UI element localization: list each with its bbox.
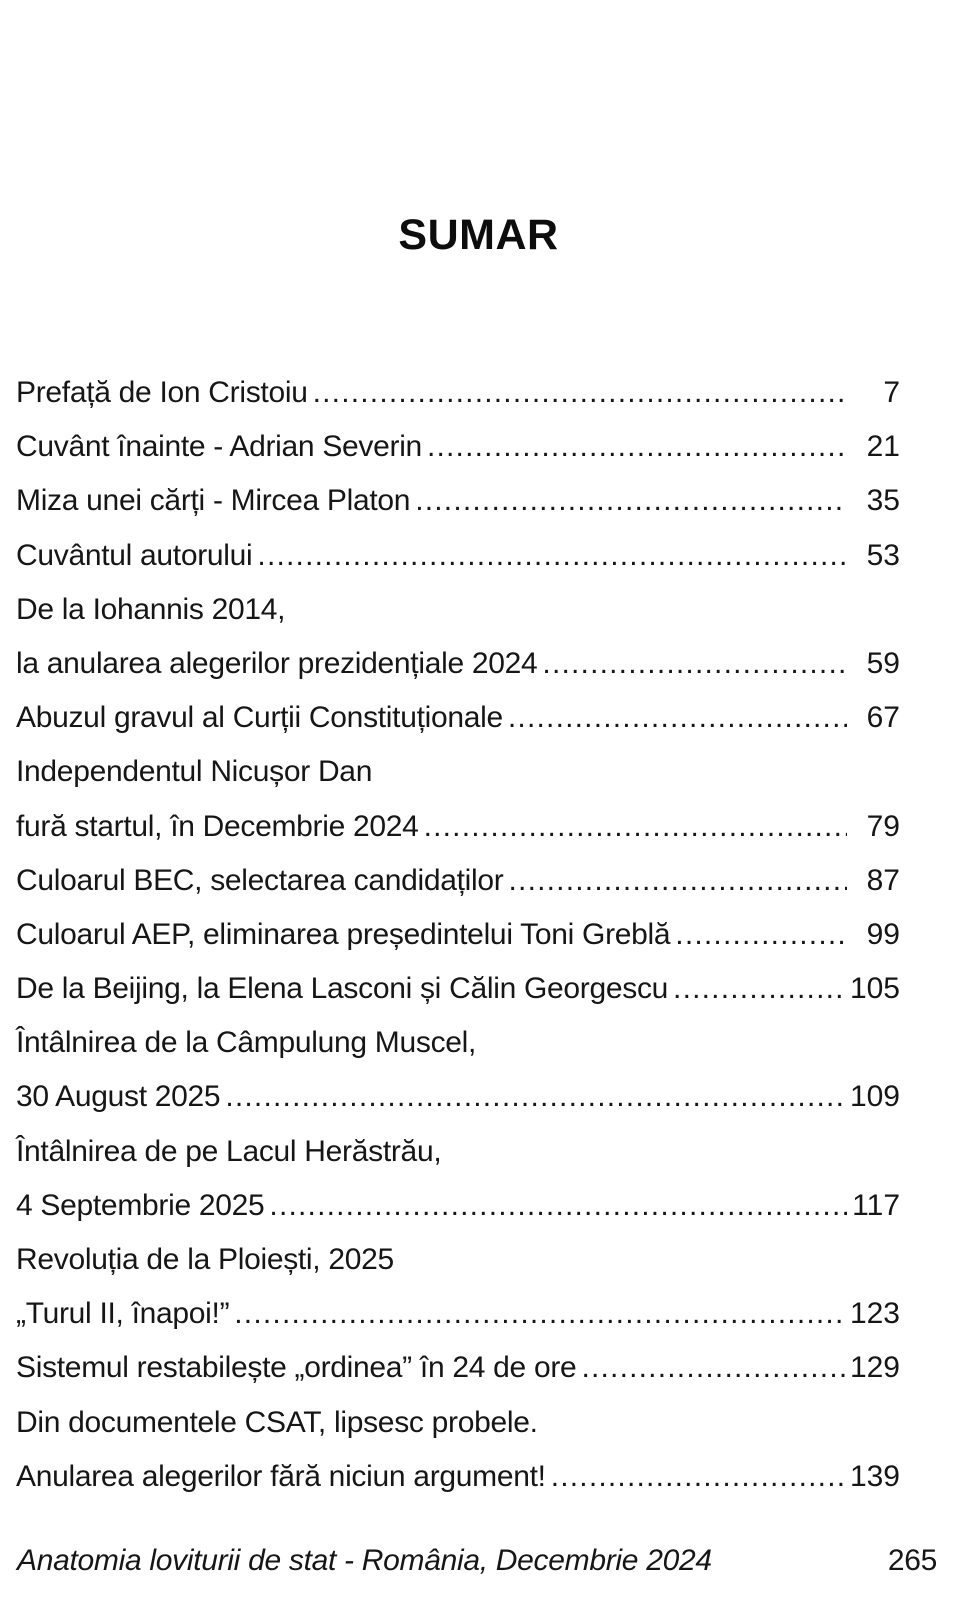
toc-entry: Întâlnirea de pe Lacul Herăstrău,	[16, 1125, 900, 1179]
toc-entry-title: Culoarul AEP, eliminarea președintelui T…	[16, 917, 671, 951]
toc-entry: Cuvântul autorului 53	[16, 529, 900, 583]
toc-entry-title: la anularea alegerilor prezidențiale 202…	[16, 646, 538, 680]
toc-entry-title: Întâlnirea de la Câmpulung Muscel,	[16, 1026, 477, 1060]
toc-entry-page: 53	[866, 538, 900, 572]
dot-leader	[422, 420, 847, 474]
toc-entry: Culoarul AEP, eliminarea președintelui T…	[16, 908, 900, 962]
toc-entry: Sistemul restabilește „ordinea” în 24 de…	[16, 1341, 900, 1395]
toc-entry-title: 30 August 2025	[16, 1080, 221, 1114]
toc-entry-title: Cuvântul autorului	[16, 538, 253, 572]
footer-book-title: Anatomia loviturii de stat - România, De…	[17, 1544, 712, 1577]
toc-entry: Miza unei cărți - Mircea Platon 35	[16, 474, 900, 528]
toc-entry-title: Întâlnirea de pe Lacul Herăstrău,	[16, 1134, 442, 1168]
dot-leader	[504, 854, 848, 908]
toc-entry: 4 Septembrie 2025 117	[16, 1179, 900, 1233]
toc-entry: Cuvânt înainte - Adrian Severin 21	[16, 420, 900, 474]
toc-entry-title: Cuvânt înainte - Adrian Severin	[16, 430, 422, 464]
toc-entry-page: 123	[849, 1297, 900, 1331]
toc-entry-page: 99	[866, 917, 900, 951]
toc-entry-title: Sistemul restabilește „ordinea” în 24 de…	[16, 1351, 577, 1385]
toc-entry-title: „Turul II, înapoi!”	[16, 1297, 230, 1331]
toc-entry: Din documentele CSAT, lipsesc probele.	[16, 1396, 900, 1450]
toc-entry-title: Din documentele CSAT, lipsesc probele.	[16, 1405, 538, 1439]
dot-leader	[308, 366, 847, 420]
toc-entry-page: 105	[849, 972, 900, 1006]
dot-leader	[229, 1287, 847, 1341]
dot-leader	[576, 1341, 847, 1395]
dot-leader	[670, 908, 847, 962]
toc-entry: De la Beijing, la Elena Lasconi și Călin…	[16, 962, 900, 1016]
toc-entry-title: De la Iohannis 2014,	[16, 592, 286, 626]
toc-entry-page: 67	[866, 701, 900, 735]
toc-entry: la anularea alegerilor prezidențiale 202…	[16, 637, 900, 691]
dot-leader	[220, 1070, 847, 1124]
dot-leader	[419, 800, 847, 854]
page-title: SUMAR	[398, 211, 559, 259]
toc-entry-title: Prefață de Ion Cristoiu	[16, 376, 308, 409]
toc-entry-title: Abuzul gravul al Curții Constituționale	[16, 701, 503, 735]
dot-leader	[252, 529, 847, 583]
toc-entry: Anularea alegerilor fără niciun argument…	[16, 1450, 900, 1504]
toc-entry-page: 139	[849, 1459, 900, 1493]
toc-entry: Întâlnirea de la Câmpulung Muscel,	[16, 1016, 900, 1070]
dot-leader	[546, 1450, 847, 1504]
toc-entry: Culoarul BEC, selectarea candidaților 87	[16, 854, 900, 908]
dot-leader	[537, 637, 847, 691]
toc-entry: Prefață de Ion Cristoiu 7	[16, 366, 900, 420]
toc-entry: De la Iohannis 2014,	[16, 583, 900, 637]
toc-entry: „Turul II, înapoi!” 123	[16, 1287, 900, 1341]
toc-entry: Independentul Nicușor Dan	[16, 745, 900, 799]
toc-entry-page: 117	[852, 1188, 900, 1222]
toc-entry-title: Independentul Nicușor Dan	[16, 755, 373, 789]
dot-leader	[264, 1179, 847, 1233]
toc-list: Prefață de Ion Cristoiu 7 Cuvânt înainte -…	[16, 366, 900, 1504]
dot-leader	[410, 474, 847, 528]
toc-entry: Revoluția de la Ploiești, 2025	[16, 1233, 900, 1287]
toc-entry-page: 21	[866, 430, 900, 464]
toc-entry-page: 129	[849, 1351, 900, 1385]
toc-entry-page: 35	[866, 484, 900, 518]
toc-entry: fură startul, în Decembrie 2024 79	[16, 800, 900, 854]
dot-leader	[668, 962, 847, 1016]
dot-leader	[503, 691, 847, 745]
toc-entry-title: fură startul, în Decembrie 2024	[16, 809, 419, 843]
page-footer: Anatomia loviturii de stat - România, De…	[17, 1534, 937, 1588]
footer-page-number: 265	[887, 1544, 937, 1577]
toc-entry-title: Anularea alegerilor fără niciun argument…	[16, 1459, 546, 1493]
toc-entry: 30 August 2025 109	[16, 1070, 900, 1124]
toc-entry-page: 7	[883, 376, 900, 409]
toc-entry-title: Miza unei cărți - Mircea Platon	[16, 484, 411, 518]
toc-entry-page: 79	[866, 809, 900, 843]
toc-entry-title: De la Beijing, la Elena Lasconi și Călin…	[16, 972, 669, 1006]
toc-entry-title: Revoluția de la Ploiești, 2025	[16, 1243, 394, 1276]
toc-entry-page: 87	[866, 863, 900, 897]
toc-entry-title: Culoarul BEC, selectarea candidaților	[16, 863, 504, 897]
toc-entry-title: 4 Septembrie 2025	[16, 1188, 265, 1222]
toc-entry-page: 109	[849, 1080, 900, 1114]
toc-entry: Abuzul gravul al Curții Constituționale 6…	[16, 691, 900, 745]
toc-entry-page: 59	[866, 646, 900, 680]
